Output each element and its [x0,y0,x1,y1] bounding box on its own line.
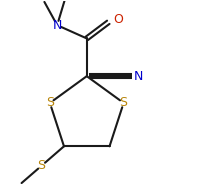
Text: S: S [38,159,46,172]
Text: N: N [134,70,144,83]
Text: S: S [120,96,128,110]
Text: S: S [46,96,54,110]
Text: O: O [113,13,123,26]
Text: N: N [52,19,62,32]
